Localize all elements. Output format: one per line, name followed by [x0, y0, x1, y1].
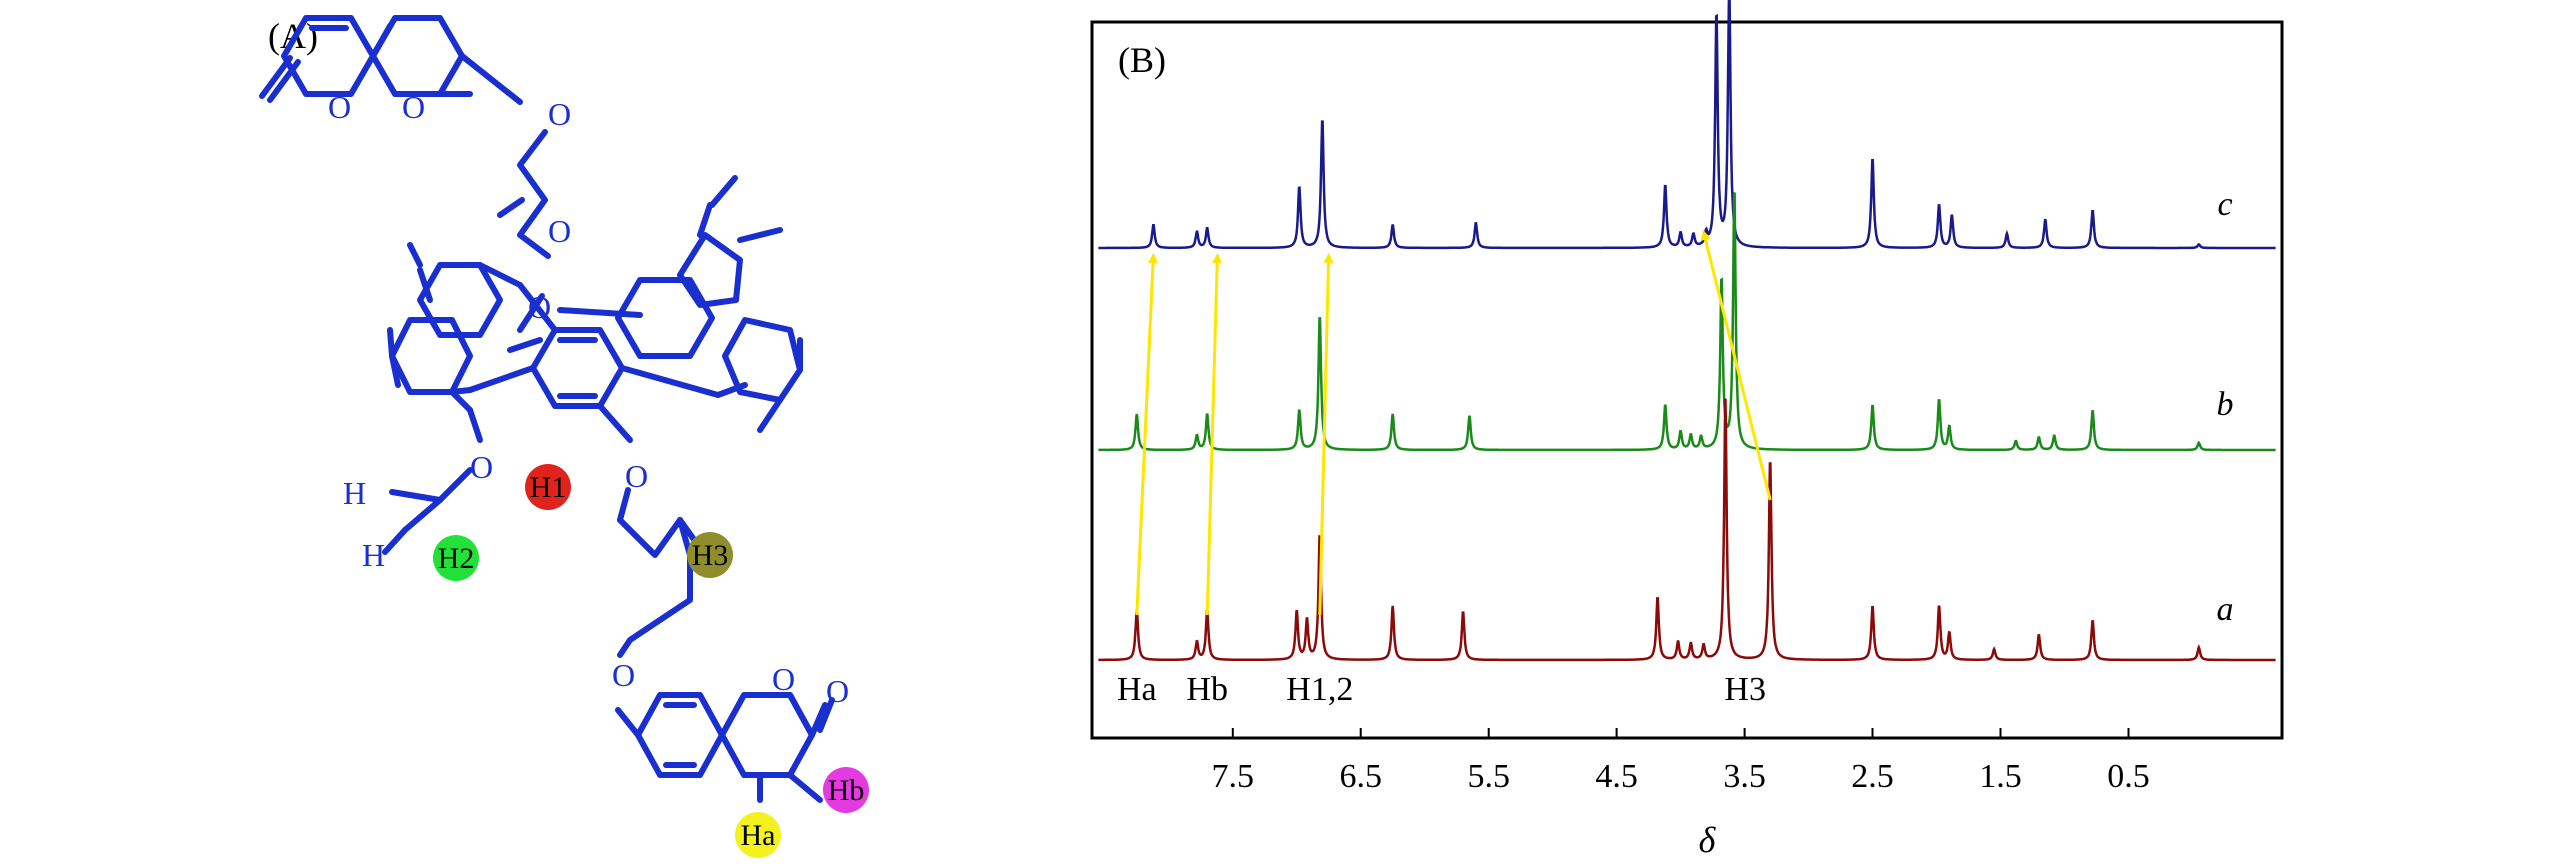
atom-label-o: O: [402, 89, 425, 125]
marker-h2-label: H2: [438, 542, 475, 575]
shift-arrow-2: [1318, 253, 1334, 616]
x-tick-label: 4.5: [1595, 758, 1638, 795]
top-coumarin: [259, 15, 523, 105]
macrocycle-core: [387, 175, 803, 443]
marker-hb-label: Hb: [828, 774, 865, 807]
x-tick-label: 0.5: [2107, 758, 2150, 795]
x-tick-label: 7.5: [1212, 758, 1255, 795]
left-methylene-group: [382, 467, 473, 555]
x-tick-label: 2.5: [1851, 758, 1894, 795]
marker-ha-circle: [735, 812, 781, 858]
bottom-linker-chain: [597, 403, 703, 658]
annotation-h3: H3: [1724, 671, 1766, 708]
series-label-c: c: [2217, 186, 2232, 223]
annotation-hb: Hb: [1186, 671, 1228, 708]
series-label-a: a: [2217, 591, 2234, 628]
plot-frame: [1090, 20, 2284, 740]
shift-arrow-3: [1700, 230, 1772, 501]
panel-b-label: (B): [1118, 40, 1166, 80]
atom-label-o: O: [612, 657, 635, 693]
marker-hb-circle: [823, 767, 869, 813]
atom-label-o: O: [328, 89, 351, 125]
spectra-group: c b a: [1098, 0, 2276, 662]
atom-label-o: O: [470, 449, 493, 485]
marker-ha-label: Ha: [741, 819, 776, 852]
top-linker-chain: [497, 129, 551, 353]
x-tick-label: 1.5: [1979, 758, 2022, 795]
molecule-drawing: [259, 15, 835, 803]
atom-label-o: O: [625, 458, 648, 494]
marker-h3-circle: [687, 532, 733, 578]
atom-label-o: O: [548, 213, 571, 249]
atom-label-o: O: [826, 673, 849, 709]
x-axis-label: δ: [1699, 820, 1717, 860]
panel-b-nmr-chart: (B) c b a Ha Hb H1,2 H3 7.5 6.5 5.5 4.5 3.5 2.5 1.5…: [1090, 0, 2284, 860]
bottom-coumarin: [615, 692, 835, 803]
shift-arrow-0: [1135, 253, 1159, 616]
atom-label-h: H: [362, 537, 385, 573]
annotation-h12: H1,2: [1286, 671, 1353, 708]
atom-label-o: O: [528, 289, 551, 325]
panel-a-structure: (A): [259, 15, 869, 858]
atom-labels: O O O O O O O O O O H H: [328, 89, 849, 709]
x-tick-label: 6.5: [1339, 758, 1382, 795]
x-axis-ticks: 7.5 6.5 5.5 4.5 3.5 2.5 1.5 0.5: [1212, 728, 2150, 795]
shift-arrow-1: [1205, 253, 1223, 616]
marker-h3-label: H3: [692, 539, 729, 572]
atom-label-h: H: [343, 475, 366, 511]
marker-h1-label: H1: [530, 471, 567, 504]
peak-annotations-group: Ha Hb H1,2 H3: [1117, 671, 1766, 708]
spectrum-line-c: [1098, 0, 2276, 250]
atom-label-o: O: [548, 96, 571, 132]
annotation-ha: Ha: [1117, 671, 1157, 708]
x-tick-label: 3.5: [1723, 758, 1766, 795]
marker-h1-circle: [525, 464, 571, 510]
atom-label-o: O: [772, 661, 795, 697]
spectrum-line-b: [1098, 191, 2276, 452]
marker-h2-circle: [433, 535, 479, 581]
spectrum-line-a: [1098, 398, 2276, 662]
x-tick-label: 5.5: [1467, 758, 1510, 795]
proton-markers: H1 H2 H3 Ha Hb: [433, 464, 869, 858]
series-label-b: b: [2217, 386, 2234, 423]
shift-arrows-group: [1135, 230, 1772, 616]
